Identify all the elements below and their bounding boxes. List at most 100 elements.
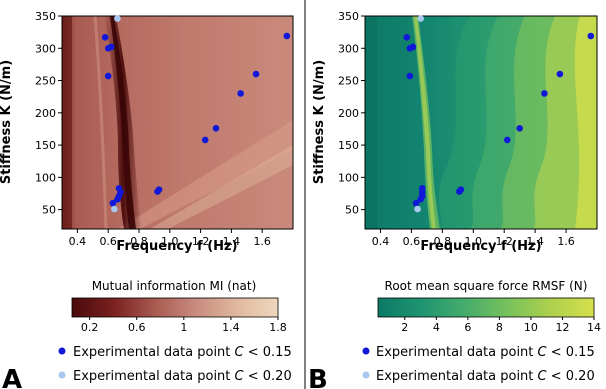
data-point-a-series-1 <box>237 90 244 97</box>
y-tick-label-b: 300 <box>338 42 359 55</box>
x-tick-label-b: 0.8 <box>434 235 452 248</box>
y-tick-label-a: 50 <box>42 204 56 217</box>
data-point-a-series-1 <box>104 72 112 80</box>
axes-b-frame <box>364 15 598 230</box>
heatmap-b-band-5 <box>574 16 597 229</box>
colorbar-a-ticks: 0.2 0.6 1 1.4 1.8 <box>81 317 287 334</box>
data-point-b-series-1 <box>541 90 548 97</box>
legend-b: Experimental data point C < 0.15 Experim… <box>362 345 595 384</box>
heatmap-b <box>365 16 597 229</box>
panel-b: 0.4 0.6 0.8 1.0 1.2 1.4 1.6 50 100 150 200 250 300 35… <box>308 10 601 389</box>
x-tick-label-a: 1.2 <box>192 235 210 248</box>
data-point-b-series-1 <box>556 70 564 78</box>
data-point-b-series-1 <box>457 186 465 193</box>
data-point-b-series-2 <box>414 205 421 213</box>
legend-a-marker-1 <box>58 347 66 355</box>
x-tick-label-b: 1.4 <box>526 235 544 248</box>
y-axis-label-b: Stiffness K (N/m) <box>312 60 327 184</box>
panel-label-b: B <box>308 365 328 389</box>
data-point-a-series-1 <box>283 32 291 40</box>
x-tick-label-b: 1.2 <box>495 235 513 248</box>
legend-b-marker-2 <box>362 371 370 379</box>
data-point-a-series-1 <box>252 70 260 78</box>
data-point-b-series-1 <box>587 32 595 40</box>
x-tick-label-a: 1.4 <box>223 235 241 248</box>
colorbar-tick-label-b: 8 <box>496 321 503 334</box>
colorbar-label-b: Root mean square force RMSF (N) <box>385 279 588 293</box>
colorbar-tick-label-b: 4 <box>433 321 440 334</box>
data-point-b-series-2 <box>417 15 424 22</box>
y-tick-label-b: 100 <box>338 171 359 184</box>
x-tick-label-a: 0.8 <box>130 235 148 248</box>
heatmap-a-ridge-core <box>110 16 136 229</box>
data-point-a-series-2 <box>114 15 121 22</box>
points-b <box>403 15 595 213</box>
data-point-a-series-1 <box>115 185 123 192</box>
colorbar-label-a: Mutual information MI (nat) <box>92 279 257 293</box>
colorbar-tick-label-b: 2 <box>401 321 408 334</box>
y-tick-label-a: 250 <box>35 75 56 88</box>
data-point-b-series-1 <box>418 185 426 192</box>
x-tick-label-b: 1.6 <box>557 235 575 248</box>
y-tick-label-b: 250 <box>338 75 359 88</box>
y-tick-label-b: 50 <box>345 204 359 217</box>
data-point-a-series-1 <box>201 136 209 144</box>
data-point-a-series-2 <box>111 205 118 213</box>
legend-a-text-1: Experimental data point C < 0.15 <box>73 345 292 360</box>
x-tick-label-a: 1.0 <box>161 235 179 248</box>
data-point-a-series-1 <box>101 34 109 41</box>
y-tick-label-a: 300 <box>35 42 56 55</box>
heatmap-a-edge <box>62 16 72 229</box>
legend-b-text-1: Experimental data point C < 0.15 <box>376 345 595 360</box>
x-tick-label-a: 1.6 <box>253 235 271 248</box>
y-tick-label-b: 150 <box>338 139 359 152</box>
colorbar-b-ticks: 2 4 6 8 10 12 14 <box>401 317 601 334</box>
data-point-a-series-1 <box>155 186 163 193</box>
colorbar-b <box>377 297 595 318</box>
colorbar-tick-label-b: 14 <box>587 321 601 334</box>
panel-a: 0.4 0.6 0.8 1.0 1.2 1.4 1.6 50 100 150 200 250 300 35… <box>0 10 294 389</box>
legend-a: Experimental data point C < 0.15 Experim… <box>58 345 292 384</box>
data-point-b-series-1 <box>503 136 511 144</box>
x-tick-label-b: 0.6 <box>403 235 421 248</box>
data-point-a-series-1 <box>212 125 220 132</box>
data-point-b-series-1 <box>409 43 417 51</box>
axes-b: 0.4 0.6 0.8 1.0 1.2 1.4 1.6 50 100 150 200 250 300 35… <box>338 10 575 248</box>
x-axis-label-a: Frequency f (Hz) <box>116 239 237 254</box>
data-point-b-series-1 <box>403 34 411 41</box>
panel-label-a: A <box>2 365 22 389</box>
heatmap-b-edge <box>365 16 377 229</box>
y-tick-label-b: 350 <box>338 10 359 23</box>
y-axis-label-a: Stiffness K (N/m) <box>0 60 14 184</box>
colorbar-tick-label-b: 10 <box>524 321 538 334</box>
axes-a: 0.4 0.6 0.8 1.0 1.2 1.4 1.6 50 100 150 200 250 300 35… <box>35 10 271 248</box>
legend-a-text-2: Experimental data point C < 0.20 <box>73 369 292 384</box>
x-tick-label-b: 1.0 <box>465 235 483 248</box>
x-tick-label-a: 0.6 <box>99 235 117 248</box>
x-tick-label-a: 0.4 <box>69 235 87 248</box>
colorbar-tick-label-b: 12 <box>555 321 569 334</box>
y-tick-label-a: 200 <box>35 107 56 120</box>
legend-a-marker-2 <box>58 371 66 379</box>
data-point-b-series-1 <box>406 72 414 80</box>
legend-b-marker-1 <box>362 347 370 355</box>
heatmap-a-band <box>118 120 293 229</box>
data-point-b-series-1 <box>412 199 420 207</box>
x-tick-label-b: 0.4 <box>372 235 390 248</box>
heatmap-a <box>62 16 293 229</box>
heatmap-a-ridge-light <box>93 16 108 229</box>
heatmap-b-ridge-core <box>414 16 436 229</box>
y-tick-label-a: 350 <box>35 10 56 23</box>
colorbar-a <box>71 297 279 318</box>
colorbar-tick-label-a: 1.8 <box>269 321 287 334</box>
colorbar-tick-label-b: 6 <box>464 321 471 334</box>
colorbar-tick-label-a: 0.6 <box>128 321 146 334</box>
axes-a-frame <box>61 15 294 230</box>
y-tick-label-b: 200 <box>338 107 359 120</box>
data-point-a-series-1 <box>107 43 115 51</box>
data-point-a-series-1 <box>109 199 117 207</box>
colorbar-tick-label-a: 0.2 <box>81 321 99 334</box>
y-tick-label-a: 100 <box>35 171 56 184</box>
points-a <box>101 15 291 213</box>
